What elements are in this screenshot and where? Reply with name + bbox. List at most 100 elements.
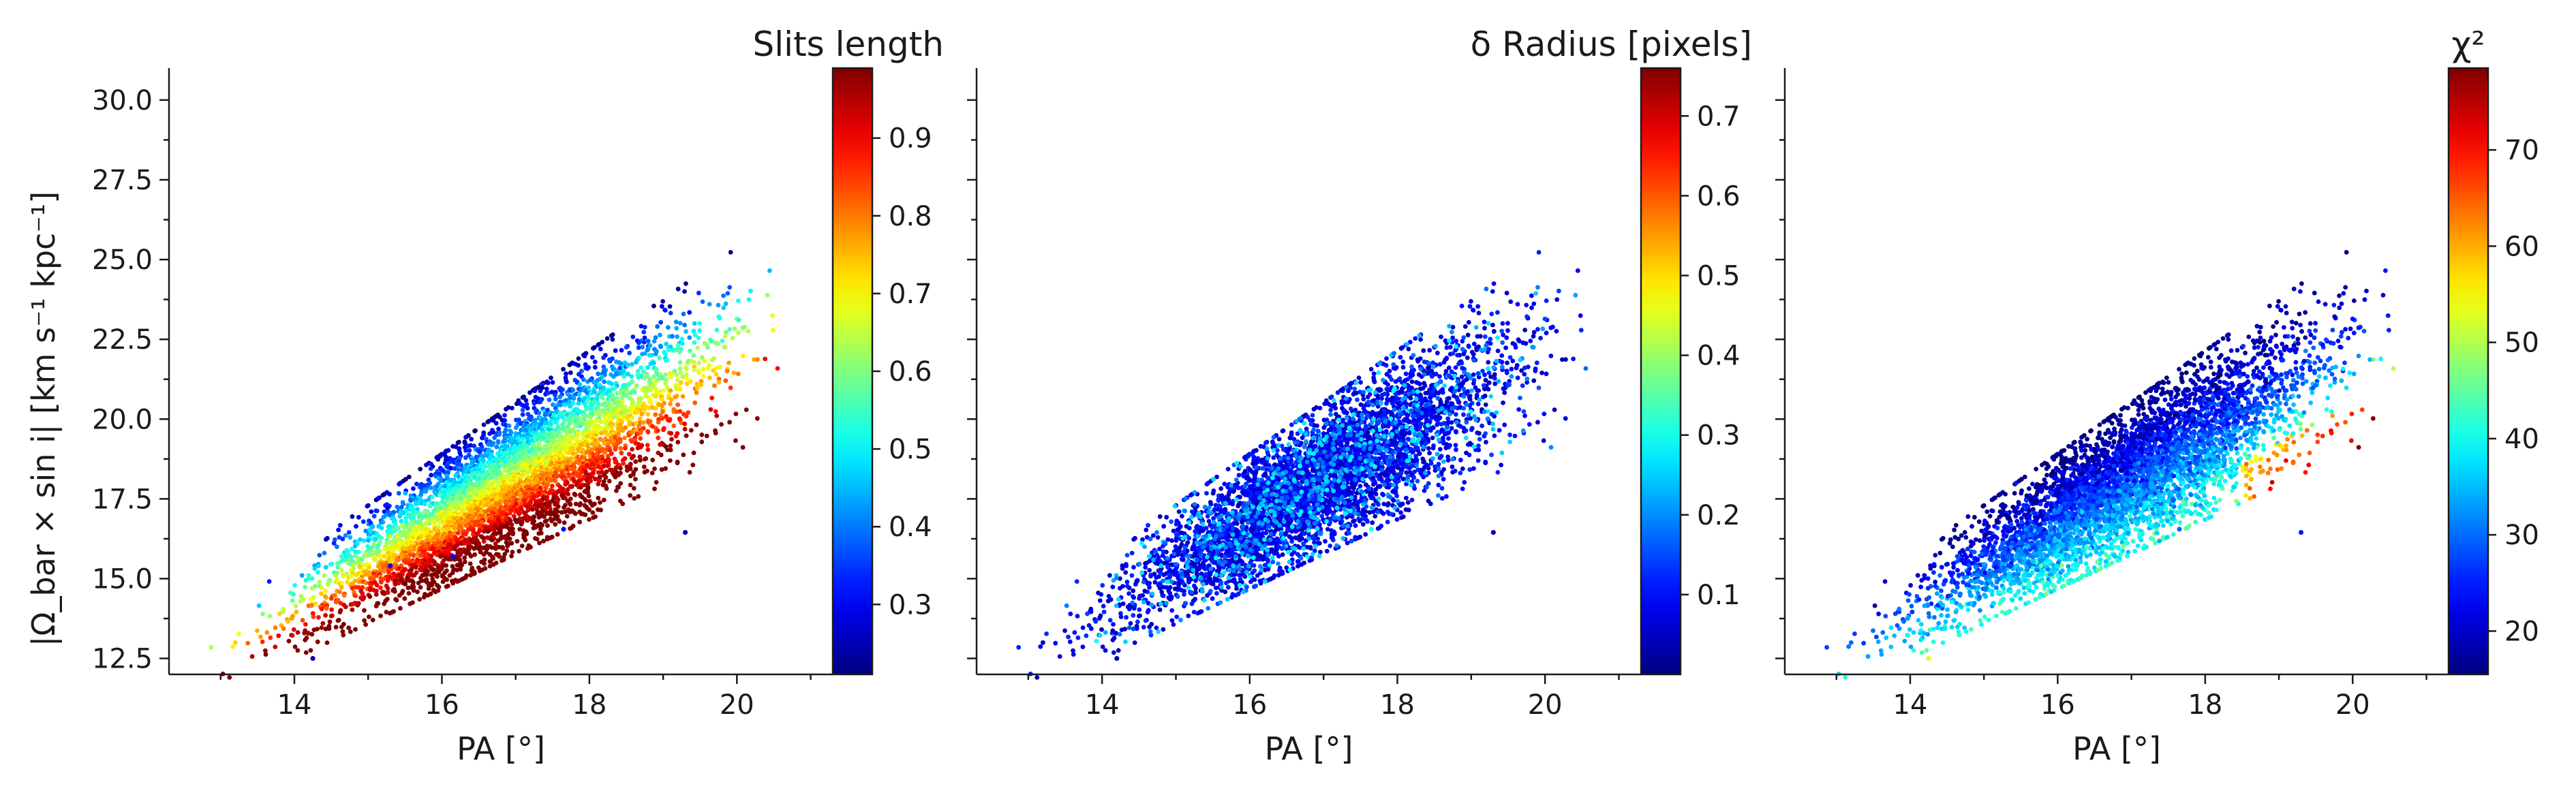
- scatter-point: [414, 482, 419, 486]
- scatter-point: [645, 429, 651, 435]
- scatter-point: [355, 603, 361, 608]
- scatter-point: [350, 514, 355, 519]
- scatter-point: [682, 322, 687, 328]
- scatter-point: [687, 310, 692, 315]
- scatter-point: [521, 394, 526, 399]
- scatter-point: [720, 339, 725, 343]
- scatter-point: [489, 475, 494, 480]
- scatter-point: [572, 493, 578, 497]
- scatter-point: [354, 524, 358, 529]
- scatter-point: [463, 448, 468, 453]
- scatter-point: [709, 395, 714, 401]
- scatter-point: [361, 538, 367, 543]
- scatter-point: [435, 457, 441, 462]
- scatter-point: [625, 363, 630, 368]
- scatter-point: [677, 360, 683, 365]
- scatter-point: [677, 366, 683, 371]
- scatter-point: [592, 345, 597, 350]
- scatter-point: [273, 625, 278, 630]
- scatter-point: [438, 454, 443, 459]
- scatter-point: [601, 355, 606, 360]
- scatter-point: [661, 427, 666, 433]
- scatter-point: [640, 345, 645, 349]
- scatter-point: [687, 335, 692, 340]
- scatter-point: [619, 450, 624, 456]
- scatter-point: [598, 347, 603, 351]
- scatter-point: [317, 579, 322, 584]
- scatter-point: [385, 578, 390, 583]
- scatter-point: [596, 342, 602, 347]
- scatter-point: [435, 484, 440, 489]
- scatter-point: [769, 313, 775, 318]
- scatter-point: [474, 454, 479, 460]
- scatter-point: [337, 522, 343, 528]
- scatter-point: [550, 402, 555, 407]
- scatter-point: [397, 514, 403, 519]
- scatter-point: [329, 596, 334, 601]
- scatter-point: [331, 541, 337, 546]
- scatter-point: [564, 379, 569, 384]
- scatter-point: [675, 286, 681, 292]
- scatter-point: [583, 498, 588, 503]
- scatter-point: [690, 463, 696, 467]
- scatter-point: [568, 395, 572, 401]
- scatter-point: [620, 428, 626, 433]
- scatter-point: [319, 625, 324, 630]
- scatter-point: [209, 644, 213, 650]
- scatter-point: [362, 608, 367, 613]
- scatter-point: [722, 334, 728, 339]
- scatter-point: [721, 305, 726, 311]
- scatter-point: [339, 584, 344, 590]
- scatter-point: [697, 321, 702, 326]
- scatter-point: [596, 426, 601, 431]
- scatter-point: [649, 471, 655, 475]
- scatter-point: [728, 250, 733, 255]
- scatter-point: [292, 582, 297, 588]
- scatter-point: [642, 456, 647, 462]
- scatter-point: [545, 523, 550, 528]
- scatter-point: [560, 387, 565, 392]
- scatter-point: [717, 315, 722, 321]
- scatter-point: [626, 382, 630, 388]
- scatter-point: [667, 304, 673, 309]
- scatter-point: [723, 301, 729, 307]
- scatter-point: [346, 530, 352, 535]
- scatter-point: [628, 482, 633, 488]
- scatter-point: [736, 298, 741, 303]
- scatter-point: [489, 459, 494, 465]
- scatter-point: [230, 644, 236, 649]
- scatter-point: [577, 392, 582, 397]
- scatter-point: [674, 347, 679, 352]
- scatter-point: [477, 450, 482, 455]
- scatter-point: [628, 466, 633, 471]
- scatter-point: [677, 321, 683, 326]
- scatter-point: [385, 586, 390, 591]
- panel-1: 14 16 18 2012.515.017.520.022.525.027.530.0…: [92, 25, 944, 767]
- scatter-point: [446, 448, 451, 453]
- scatter-point: [684, 329, 688, 334]
- scatter-point: [336, 527, 341, 533]
- scatter-point: [653, 335, 658, 340]
- scatter-point: [728, 385, 733, 390]
- scatter-point: [692, 332, 698, 337]
- scatter-point: [610, 337, 615, 342]
- scatter-point: [592, 364, 598, 370]
- scatter-point: [611, 374, 616, 379]
- scatter-point: [675, 402, 680, 407]
- scatter-point: [352, 544, 358, 548]
- scatter-point: [589, 403, 594, 408]
- scatter-point: [715, 341, 720, 346]
- scatter-point: [543, 417, 548, 422]
- scatter-point: [668, 443, 673, 448]
- scatter-point: [591, 515, 596, 520]
- scatter-point: [346, 625, 351, 630]
- scatter-point: [435, 574, 440, 579]
- scatter-point: [718, 364, 722, 369]
- scatter-point: [641, 369, 646, 374]
- scatter-point: [675, 439, 681, 445]
- scatter-point: [363, 622, 368, 627]
- scatter-point: [517, 548, 522, 554]
- scatter-point: [716, 302, 721, 308]
- scatter-point: [523, 537, 528, 543]
- scatter-point: [641, 464, 647, 469]
